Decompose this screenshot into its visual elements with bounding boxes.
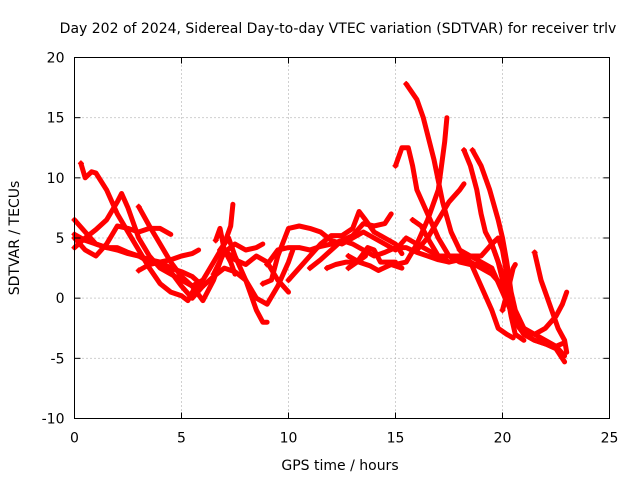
series-line (72, 217, 296, 307)
series-start-marker (499, 307, 506, 314)
series-line (307, 211, 394, 271)
series-start-marker (456, 247, 463, 254)
series-start-marker (264, 261, 271, 268)
x-tick-label: 15 (387, 431, 405, 447)
series-start-marker (409, 216, 416, 223)
series-line (72, 223, 174, 259)
series-track-13 (285, 209, 405, 284)
series-start-marker (210, 271, 217, 278)
series-start-marker (413, 247, 420, 254)
y-tick-label: 5 (56, 231, 65, 247)
y-tick-label: -5 (51, 351, 65, 367)
y-axis-label: SDTVAR / TECUs (7, 181, 23, 296)
series-line (410, 217, 568, 359)
series-line (521, 331, 568, 365)
series-track-7 (135, 203, 291, 304)
series-start-marker (306, 265, 313, 272)
series-track-27 (531, 249, 570, 355)
y-tick-label: -10 (42, 412, 65, 428)
series-track-21 (413, 181, 467, 254)
series-start-marker (469, 147, 476, 154)
series-track-17 (345, 245, 398, 272)
series-start-marker (345, 265, 352, 272)
y-tick-label: 20 (47, 51, 65, 67)
series-start-marker (460, 147, 467, 154)
series-start-marker (531, 249, 538, 256)
y-tick-label: 15 (47, 111, 65, 127)
data-traces (71, 80, 570, 365)
x-tick-label: 0 (70, 431, 79, 447)
series-track-29 (520, 331, 568, 365)
series-line (345, 245, 398, 271)
series-start-marker (259, 280, 266, 287)
series-start-marker (403, 80, 410, 87)
chart-title: Day 202 of 2024, Sidereal Day-to-day VTE… (60, 21, 617, 37)
x-tick-label: 25 (601, 431, 619, 447)
x-tick-label: 20 (494, 431, 512, 447)
series-line (500, 262, 518, 313)
series-track-12 (264, 237, 452, 268)
series-line (414, 181, 467, 253)
series-start-marker (392, 261, 399, 268)
series-line (217, 235, 270, 325)
series-line (489, 241, 570, 337)
series-start-marker (345, 253, 352, 260)
series-line (136, 204, 291, 304)
series-start-marker (212, 237, 219, 244)
axis-ticks: 0 5 10 15 20 25 -10 -5 0 5 10 15 20 (42, 51, 619, 447)
series-line (264, 237, 452, 267)
y-tick-label: 10 (47, 171, 65, 187)
y-tick-label: 0 (56, 291, 65, 307)
series-line (78, 160, 206, 304)
series-line (213, 225, 238, 277)
x-tick-label: 5 (177, 431, 186, 447)
series-line (211, 241, 266, 277)
series-line (393, 115, 450, 267)
series-track-1 (77, 160, 206, 304)
series-track-28 (499, 262, 518, 314)
series-start-marker (488, 241, 495, 248)
series-start-marker (285, 277, 292, 284)
series-line (286, 209, 405, 283)
series-track-10 (212, 225, 238, 277)
series-track-9 (210, 241, 266, 278)
series-start-marker (77, 160, 84, 167)
x-axis-label: GPS time / hours (281, 458, 398, 474)
series-start-marker (520, 331, 527, 338)
series-track-22 (409, 216, 568, 359)
x-tick-label: 10 (280, 431, 298, 447)
series-start-marker (324, 265, 331, 272)
series-start-marker (392, 162, 399, 169)
series-start-marker (135, 267, 142, 274)
series-track-26 (488, 241, 570, 337)
series-track-25 (456, 235, 568, 349)
series-track-20 (392, 115, 450, 268)
series-start-marker (135, 203, 142, 210)
series-line (72, 231, 206, 289)
series-track-14 (306, 211, 394, 272)
series-line (532, 249, 570, 355)
